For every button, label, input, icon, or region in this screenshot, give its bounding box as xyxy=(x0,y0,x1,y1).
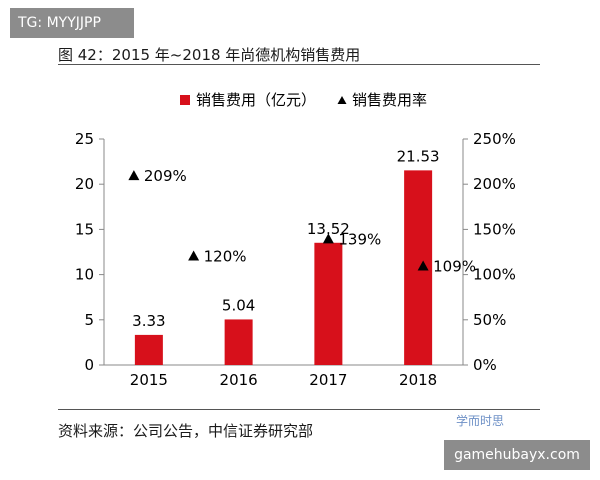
marker-2018 xyxy=(417,260,429,271)
y-left-tick-label: 15 xyxy=(75,220,94,238)
marker-2017 xyxy=(322,233,334,244)
marker-value-label: 209% xyxy=(144,167,187,185)
marker-2015 xyxy=(128,170,140,181)
bar-series xyxy=(134,170,433,365)
y-right-tick-label: 150% xyxy=(473,220,516,238)
bar-2015 xyxy=(134,334,163,365)
y-right-tick-label: 0% xyxy=(473,356,497,374)
legend-marker-label: 销售费用率 xyxy=(352,91,427,109)
legend-bar-swatch xyxy=(180,95,190,105)
marker-value-label: 139% xyxy=(338,230,381,248)
y-right-tick-label: 250% xyxy=(473,130,516,148)
watermark-badge: gamehubayx.com xyxy=(444,440,590,470)
y-left-tick-label: 0 xyxy=(84,356,94,374)
tg-watermark-badge: TG: MYYJJPP xyxy=(10,8,134,38)
x-tick-label: 2018 xyxy=(399,371,437,389)
source-note: 资料来源：公司公告，中信证券研究部 xyxy=(58,422,314,440)
marker-value-label: 120% xyxy=(204,248,247,266)
figure-title: 图 42：2015 年~2018 年尚德机构销售费用 xyxy=(58,46,361,64)
chart-legend: 销售费用（亿元） 销售费用率 xyxy=(180,91,427,109)
watermark-logo: 学而时思 xyxy=(456,414,505,428)
bar-value-label: 21.53 xyxy=(397,147,440,165)
bar-value-label: 3.33 xyxy=(132,312,165,330)
y-right-tick-label: 50% xyxy=(473,311,506,329)
y-left-tick-label: 25 xyxy=(75,130,94,148)
legend-marker-swatch xyxy=(337,96,347,104)
legend-bar-label: 销售费用（亿元） xyxy=(196,91,316,109)
marker-series xyxy=(128,170,429,271)
bar-value-label: 5.04 xyxy=(222,296,255,314)
y-left-tick-label: 20 xyxy=(75,175,94,193)
marker-2016 xyxy=(188,250,200,261)
x-tick-label: 2015 xyxy=(130,371,168,389)
y-right-tick-label: 200% xyxy=(473,175,516,193)
data-labels: 3.33 5.04 13.52 21.53 209% 120% 139% 109% xyxy=(132,147,476,330)
x-tick-label: 2017 xyxy=(309,371,347,389)
y-left-tick-label: 5 xyxy=(84,311,94,329)
y-left-tick-label: 10 xyxy=(75,266,94,284)
bar-2018 xyxy=(404,170,433,365)
bar-2017 xyxy=(314,242,343,365)
source-divider xyxy=(58,409,540,410)
title-divider xyxy=(58,64,540,65)
bar-value-label: 13.52 xyxy=(307,220,350,238)
marker-value-label: 109% xyxy=(433,257,476,275)
y-right-tick-label: 100% xyxy=(473,266,516,284)
bar-2016 xyxy=(224,319,253,365)
x-tick-label: 2016 xyxy=(220,371,258,389)
